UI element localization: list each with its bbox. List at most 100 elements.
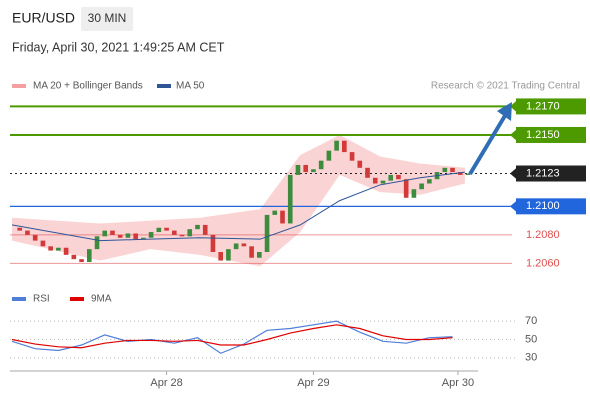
interval-chip[interactable] xyxy=(81,7,133,31)
level-label: 1.2123 xyxy=(526,167,560,179)
candle xyxy=(187,229,193,237)
ma50-line xyxy=(11,171,465,242)
rsi-panel: 70 50 30 RSI 9MA xyxy=(10,294,537,364)
level-box xyxy=(516,165,586,182)
candle xyxy=(442,167,448,173)
candle xyxy=(218,252,223,261)
candle xyxy=(79,259,84,263)
candle xyxy=(86,249,92,263)
level-pointer xyxy=(510,128,517,141)
bollinger-band xyxy=(12,134,465,267)
level-label: 1.2100 xyxy=(526,200,560,212)
candle xyxy=(365,167,370,178)
candle xyxy=(56,247,61,251)
candle xyxy=(380,180,386,184)
candle xyxy=(210,234,216,253)
candle xyxy=(280,210,285,224)
candle xyxy=(32,234,38,241)
candle xyxy=(318,160,324,170)
level-pointer xyxy=(510,200,517,213)
credit: Research © 2021 Trading Central xyxy=(431,81,580,92)
interval[interactable]: 30 MIN xyxy=(88,11,127,25)
price-panel: 1.2170 1.2150 1.2123 1.2100 1.2080 1.2060 xyxy=(10,98,586,269)
candle xyxy=(272,210,278,215)
level-label: 1.2150 xyxy=(526,129,560,141)
candle xyxy=(241,243,247,247)
candle xyxy=(171,230,177,235)
candle xyxy=(249,246,254,258)
candle xyxy=(233,243,239,250)
x-tick-label: Apr 28 xyxy=(150,377,182,389)
candle xyxy=(179,234,185,237)
candle xyxy=(450,167,455,173)
candle xyxy=(110,230,115,235)
candle xyxy=(202,224,208,235)
candle xyxy=(326,150,332,161)
candle xyxy=(102,230,108,237)
series-line xyxy=(11,320,453,354)
candle xyxy=(63,247,69,255)
candle xyxy=(465,173,471,175)
series-line xyxy=(11,324,453,349)
forecast-arrow xyxy=(468,112,508,176)
candle xyxy=(372,177,378,184)
candle xyxy=(403,179,409,198)
legend-label: MA 20 + Bollinger Bands xyxy=(33,81,143,92)
candle xyxy=(257,252,262,258)
candle xyxy=(295,164,301,175)
candle xyxy=(148,232,154,238)
candle xyxy=(388,174,394,181)
candle xyxy=(133,233,138,240)
candle xyxy=(357,160,363,168)
forecast-arrowhead xyxy=(497,102,512,121)
candle xyxy=(226,249,231,261)
y-tick-label: 30 xyxy=(525,352,537,364)
candle xyxy=(287,174,293,224)
candle xyxy=(311,169,316,173)
candle xyxy=(264,214,270,253)
candle xyxy=(342,140,347,153)
candle xyxy=(195,224,200,230)
legend-label: MA 50 xyxy=(176,81,205,92)
candle xyxy=(349,152,355,161)
candle xyxy=(419,183,424,190)
candle xyxy=(303,164,309,173)
candle xyxy=(427,179,432,184)
candle xyxy=(156,227,162,233)
legend-swatch xyxy=(12,297,26,301)
y-tick-label: 50 xyxy=(525,333,537,345)
level-pointer xyxy=(510,100,517,113)
legend-swatch xyxy=(12,84,26,88)
candle xyxy=(25,230,30,235)
legend-label: RSI xyxy=(33,294,50,305)
level-label: 1.2170 xyxy=(526,100,560,112)
timestamp: Friday, April 30, 2021 1:49:25 AM CET xyxy=(12,40,225,54)
level-pointer xyxy=(510,167,517,180)
candle xyxy=(411,189,417,198)
legend-swatch xyxy=(70,297,84,301)
x-tick-label: Apr 30 xyxy=(442,377,474,389)
candle xyxy=(94,236,100,250)
candle xyxy=(141,237,146,240)
legend-swatch xyxy=(157,84,171,88)
legend-label: 9MA xyxy=(91,294,112,305)
level-box xyxy=(516,198,586,215)
y-tick-label: 70 xyxy=(525,315,537,327)
candle xyxy=(164,227,169,231)
x-tick-label: Apr 29 xyxy=(297,377,329,389)
candle xyxy=(40,240,46,247)
candle xyxy=(125,233,131,238)
candle xyxy=(396,174,401,180)
level-label: 1.2080 xyxy=(526,229,560,241)
candle xyxy=(117,234,123,238)
level-label: 1.2060 xyxy=(526,257,560,269)
symbol: EUR/USD xyxy=(12,10,75,26)
level-box xyxy=(516,98,586,115)
candle xyxy=(48,246,53,251)
candle xyxy=(334,140,339,151)
candle xyxy=(17,227,23,231)
candle xyxy=(457,172,463,175)
level-box xyxy=(516,126,586,143)
